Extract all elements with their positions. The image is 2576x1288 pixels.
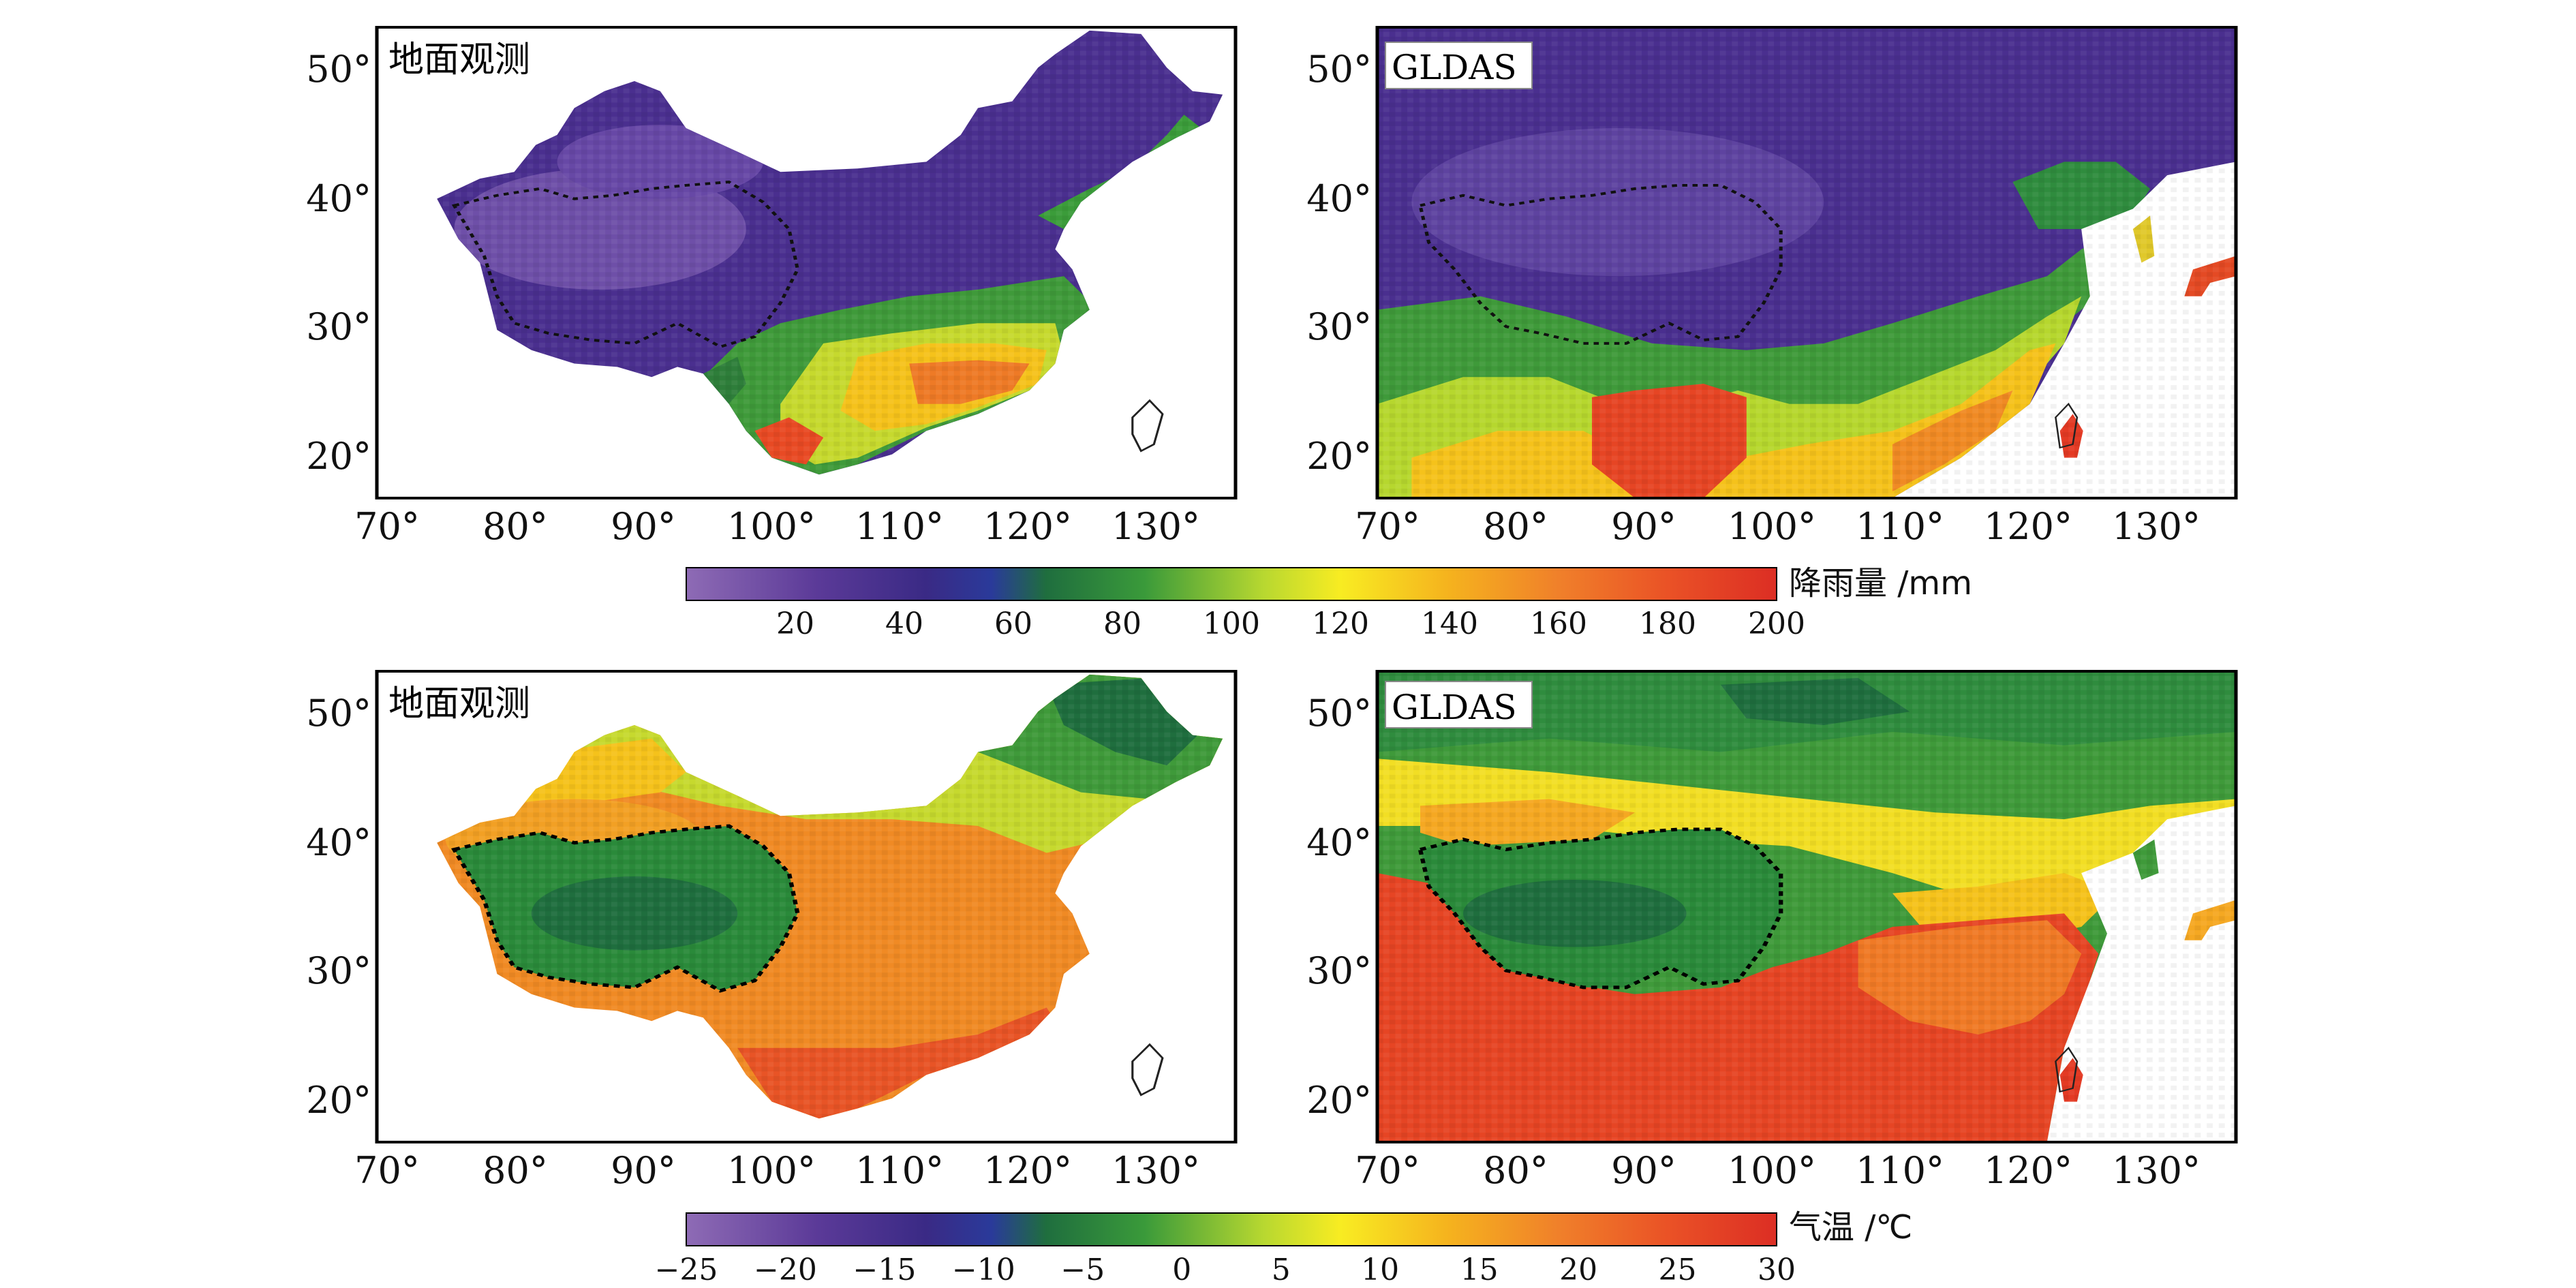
colorbar-tick-label: 100	[1203, 607, 1260, 641]
colorbar-tick-label: −10	[952, 1253, 1015, 1287]
colorbar-tick-label: −20	[754, 1253, 817, 1287]
colorbar-tick-label: 30	[1758, 1253, 1796, 1287]
colorbar-tick-label: −15	[853, 1253, 916, 1287]
lon-tick-label: 120°	[983, 1149, 1072, 1192]
colorbar-tick-label: −25	[655, 1253, 718, 1287]
colorbar-precip-unit: 降雨量 /mm	[1789, 564, 1972, 602]
lon-tick-label: 90°	[1611, 505, 1676, 548]
lat-tick-label: 40°	[1306, 821, 1372, 864]
colorbar-tick-label: 140	[1421, 607, 1478, 641]
lon-tick-label: 120°	[1984, 1149, 2072, 1192]
lat-tick-label: 50°	[306, 48, 371, 91]
lon-tick-label: 100°	[727, 1149, 816, 1192]
lat-tick-label: 50°	[1306, 692, 1372, 735]
colorbar-tick-label: 15	[1460, 1253, 1499, 1287]
panel-precip-gldas	[1375, 26, 2238, 500]
lon-tick-label: 120°	[1984, 505, 2072, 548]
panel-title-temp-obs: 地面观测	[388, 684, 530, 724]
panel-title-temp-gldas: GLDAS	[1392, 688, 1517, 727]
panel-title-precip-obs: 地面观测	[388, 40, 530, 80]
lon-tick-label: 130°	[1111, 505, 1200, 548]
lon-tick-label: 130°	[2112, 505, 2201, 548]
lon-tick-label: 70°	[1355, 1149, 1420, 1192]
lat-tick-label: 30°	[1306, 949, 1372, 992]
colorbar-tick-label: 200	[1748, 607, 1805, 641]
lon-tick-label: 100°	[1728, 1149, 1816, 1192]
colorbar-tick-label: 120	[1312, 607, 1369, 641]
panel-titles: 地面观测 GLDAS 地面观测 GLDAS	[384, 34, 1533, 729]
lat-tick-label: 50°	[306, 692, 371, 735]
panel-temp-gldas	[1375, 670, 2238, 1144]
panel-temp-obs	[375, 670, 1238, 1144]
lon-tick-label: 120°	[983, 505, 1072, 548]
colorbar-tick-label: 40	[885, 607, 923, 641]
colorbar-tick-label: 160	[1530, 607, 1587, 641]
colorbar-tick-label: −5	[1060, 1253, 1105, 1287]
colorbar-tick-label: 0	[1172, 1253, 1191, 1287]
lat-tick-label: 50°	[1306, 48, 1372, 91]
lon-tick-label: 130°	[1111, 1149, 1200, 1192]
colorbar-tick-label: 20	[776, 607, 814, 641]
lon-tick-label: 110°	[1856, 1149, 1944, 1192]
colorbar-temp-gradient	[686, 1212, 1777, 1246]
lat-tick-label: 30°	[306, 949, 371, 992]
colorbar-temp-unit: 气温 /℃	[1789, 1208, 1912, 1246]
panel-title-precip-gldas: GLDAS	[1392, 48, 1517, 87]
colorbar-tick-label: 5	[1272, 1253, 1291, 1287]
colorbar-tick-label: 20	[1559, 1253, 1597, 1287]
lat-tick-label: 20°	[306, 435, 371, 478]
lon-tick-label: 100°	[727, 505, 816, 548]
lat-tick-label: 20°	[1306, 1079, 1372, 1122]
lon-tick-label: 70°	[354, 1149, 420, 1192]
lon-tick-label: 80°	[482, 505, 548, 548]
lat-tick-label: 40°	[1306, 177, 1372, 220]
lon-tick-label: 130°	[2112, 1149, 2201, 1192]
lon-tick-label: 80°	[1483, 1149, 1548, 1192]
colorbar-tick-label: 10	[1361, 1253, 1399, 1287]
axis-tick-labels: 70° 80° 90° 100° 110° 120° 130° 50° 40° 30° 20° 70°…	[306, 48, 2201, 1192]
lon-tick-label: 70°	[354, 505, 420, 548]
lon-tick-label: 70°	[1355, 505, 1420, 548]
colorbar-tick-label: 25	[1659, 1253, 1697, 1287]
lon-tick-label: 110°	[855, 1149, 944, 1192]
lon-tick-label: 90°	[1611, 1149, 1676, 1192]
colorbar-tick-label: 80	[1103, 607, 1141, 641]
lat-tick-label: 40°	[306, 821, 371, 864]
lat-tick-label: 30°	[1306, 305, 1372, 348]
lon-tick-label: 90°	[611, 505, 676, 548]
lat-tick-label: 30°	[306, 305, 371, 348]
panel-precip-obs	[375, 26, 1238, 500]
lat-tick-label: 20°	[1306, 435, 1372, 478]
lon-tick-label: 100°	[1728, 505, 1816, 548]
colorbar-tick-label: 180	[1639, 607, 1696, 641]
lon-tick-label: 80°	[1483, 505, 1548, 548]
colorbar-temp: 气温 /℃ −25 −20 −15 −10 −5 0 5 10 15 20 25 30	[655, 1208, 1913, 1287]
lat-tick-label: 40°	[306, 177, 371, 220]
colorbar-precip: 降雨量 /mm 20 40 60 80 100 120 140 160 180 200	[686, 564, 1972, 641]
lon-tick-label: 80°	[482, 1149, 548, 1192]
lon-tick-label: 90°	[611, 1149, 676, 1192]
colorbar-precip-gradient	[686, 567, 1777, 601]
lon-tick-label: 110°	[855, 505, 944, 548]
lat-tick-label: 20°	[306, 1079, 371, 1122]
lon-tick-label: 110°	[1856, 505, 1944, 548]
colorbar-tick-label: 60	[994, 607, 1032, 641]
